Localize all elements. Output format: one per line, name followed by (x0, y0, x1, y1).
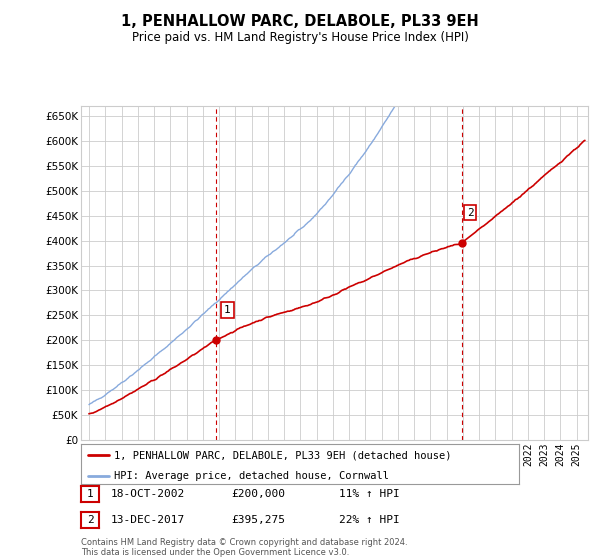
Text: 1: 1 (86, 489, 94, 499)
Text: Contains HM Land Registry data © Crown copyright and database right 2024.
This d: Contains HM Land Registry data © Crown c… (81, 538, 407, 557)
Text: 18-OCT-2002: 18-OCT-2002 (111, 489, 185, 499)
Text: £200,000: £200,000 (231, 489, 285, 499)
Text: £395,275: £395,275 (231, 515, 285, 525)
Text: 2: 2 (86, 515, 94, 525)
Text: 22% ↑ HPI: 22% ↑ HPI (339, 515, 400, 525)
Text: 11% ↑ HPI: 11% ↑ HPI (339, 489, 400, 499)
Text: 1, PENHALLOW PARC, DELABOLE, PL33 9EH: 1, PENHALLOW PARC, DELABOLE, PL33 9EH (121, 14, 479, 29)
Text: 13-DEC-2017: 13-DEC-2017 (111, 515, 185, 525)
Text: Price paid vs. HM Land Registry's House Price Index (HPI): Price paid vs. HM Land Registry's House … (131, 31, 469, 44)
Text: HPI: Average price, detached house, Cornwall: HPI: Average price, detached house, Corn… (114, 470, 389, 480)
Text: 1, PENHALLOW PARC, DELABOLE, PL33 9EH (detached house): 1, PENHALLOW PARC, DELABOLE, PL33 9EH (d… (114, 450, 451, 460)
Text: 2: 2 (467, 208, 473, 218)
Text: 1: 1 (224, 305, 231, 315)
